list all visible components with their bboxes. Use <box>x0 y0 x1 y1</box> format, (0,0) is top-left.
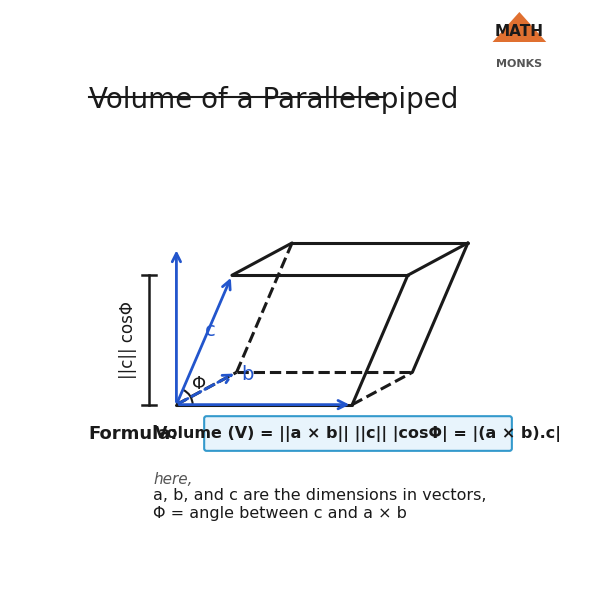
Text: b: b <box>241 365 254 384</box>
Text: Volume (V) = ||a × b|| ||c|| |cosΦ| = |(a × b).c|: Volume (V) = ||a × b|| ||c|| |cosΦ| = |(… <box>155 425 561 442</box>
Text: MONKS: MONKS <box>496 59 543 69</box>
Text: Formula:: Formula: <box>88 425 178 443</box>
Text: Φ = angle between c and a × b: Φ = angle between c and a × b <box>153 506 407 521</box>
Text: ||c|| cosΦ: ||c|| cosΦ <box>119 301 137 379</box>
Text: c: c <box>205 321 216 340</box>
Polygon shape <box>493 12 546 42</box>
Text: here,: here, <box>153 472 193 487</box>
Text: a, b, and c are the dimensions in vectors,: a, b, and c are the dimensions in vector… <box>153 488 487 503</box>
FancyBboxPatch shape <box>204 416 512 451</box>
Text: a: a <box>258 415 270 436</box>
Text: MATH: MATH <box>495 24 544 39</box>
Text: Φ: Φ <box>192 375 207 393</box>
Text: Volume of a Parallelepiped: Volume of a Parallelepiped <box>88 86 458 114</box>
